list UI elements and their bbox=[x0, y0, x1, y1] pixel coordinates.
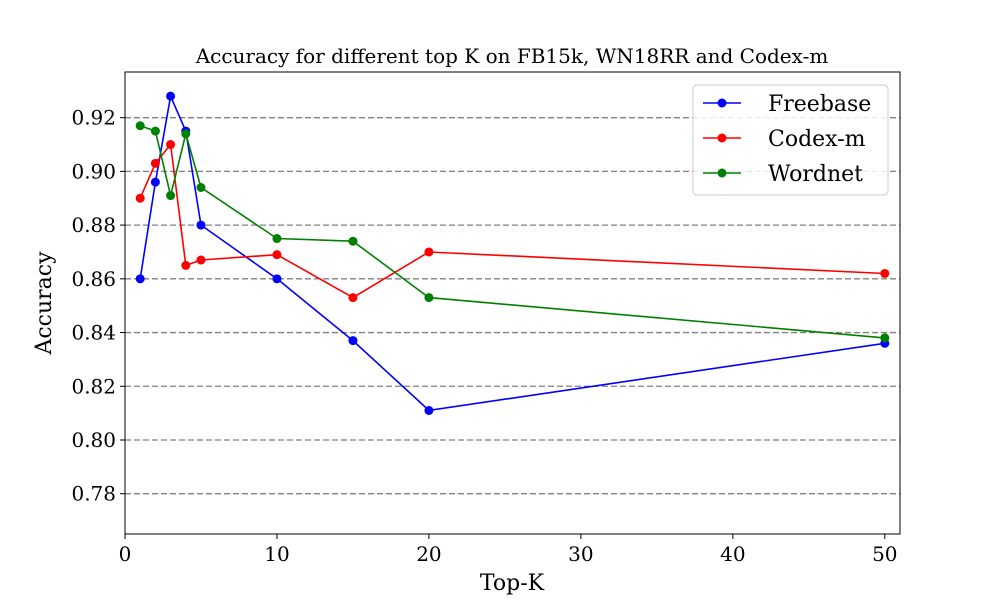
legend-label-2: Wordnet bbox=[768, 162, 863, 187]
series-2-point-3 bbox=[181, 129, 191, 139]
gridlines bbox=[125, 117, 900, 495]
y-axis-ticks: 0.78 0.80 0.82 0.84 0.86 0.88 0.90 0.92 bbox=[71, 106, 125, 506]
series-1-point-7 bbox=[424, 247, 434, 257]
y-tick-label-5: 0.88 bbox=[71, 213, 116, 237]
series-2-point-1 bbox=[150, 126, 160, 136]
legend-box bbox=[692, 84, 889, 196]
y-tick-label-0: 0.78 bbox=[71, 482, 116, 506]
series-2-point-7 bbox=[424, 293, 434, 303]
series-0-point-7 bbox=[424, 405, 434, 415]
series-1-point-1 bbox=[150, 158, 160, 168]
series-1 bbox=[135, 140, 890, 303]
series-0-point-6 bbox=[348, 336, 358, 346]
series-1-point-5 bbox=[272, 250, 282, 260]
y-tick-label-2: 0.82 bbox=[71, 374, 116, 398]
y-tick-label-6: 0.90 bbox=[71, 159, 116, 183]
legend-marker-1 bbox=[717, 133, 727, 143]
data-series bbox=[135, 91, 890, 415]
legend: Freebase Codex-m Wordnet bbox=[692, 84, 889, 196]
series-0-point-1 bbox=[150, 177, 160, 187]
x-axis-ticks: 0 10 20 30 40 50 bbox=[119, 534, 898, 566]
series-0-point-4 bbox=[196, 220, 206, 230]
series-1-point-0 bbox=[135, 193, 145, 203]
y-tick-label-4: 0.86 bbox=[71, 267, 116, 291]
series-2-point-8 bbox=[880, 333, 890, 343]
x-tick-label-1: 10 bbox=[264, 542, 289, 566]
series-0-point-5 bbox=[272, 274, 282, 284]
y-tick-label-3: 0.84 bbox=[71, 321, 116, 345]
series-1-point-6 bbox=[348, 293, 358, 303]
x-tick-label-0: 0 bbox=[119, 542, 132, 566]
series-0-point-2 bbox=[166, 91, 176, 101]
series-2-point-6 bbox=[348, 236, 358, 246]
series-1-point-4 bbox=[196, 255, 206, 265]
series-0-point-0 bbox=[135, 274, 145, 284]
series-2-point-4 bbox=[196, 183, 206, 192]
legend-marker-2 bbox=[717, 168, 727, 178]
series-2-point-0 bbox=[135, 121, 145, 131]
chart-title: Accuracy for different top K on FB15k, W… bbox=[195, 44, 829, 68]
series-1-point-2 bbox=[166, 140, 176, 150]
plot-frame bbox=[124, 71, 901, 535]
legend-label-1: Codex-m bbox=[768, 127, 866, 152]
series-1-point-8 bbox=[880, 268, 890, 278]
y-tick-label-1: 0.80 bbox=[71, 428, 116, 452]
legend-label-0: Freebase bbox=[768, 92, 871, 117]
series-2-point-2 bbox=[166, 191, 176, 201]
x-tick-label-4: 40 bbox=[720, 542, 745, 566]
x-tick-label-3: 30 bbox=[568, 542, 593, 566]
x-tick-label-5: 50 bbox=[872, 542, 897, 566]
x-tick-label-2: 20 bbox=[416, 542, 441, 566]
x-axis-label: Top-K bbox=[480, 571, 545, 596]
series-1-point-3 bbox=[181, 260, 191, 270]
series-2-point-5 bbox=[272, 234, 282, 244]
legend-marker-0 bbox=[717, 98, 727, 108]
y-tick-label-7: 0.92 bbox=[71, 106, 116, 130]
y-axis-label: Accuracy bbox=[32, 251, 57, 356]
series-2 bbox=[135, 121, 890, 343]
